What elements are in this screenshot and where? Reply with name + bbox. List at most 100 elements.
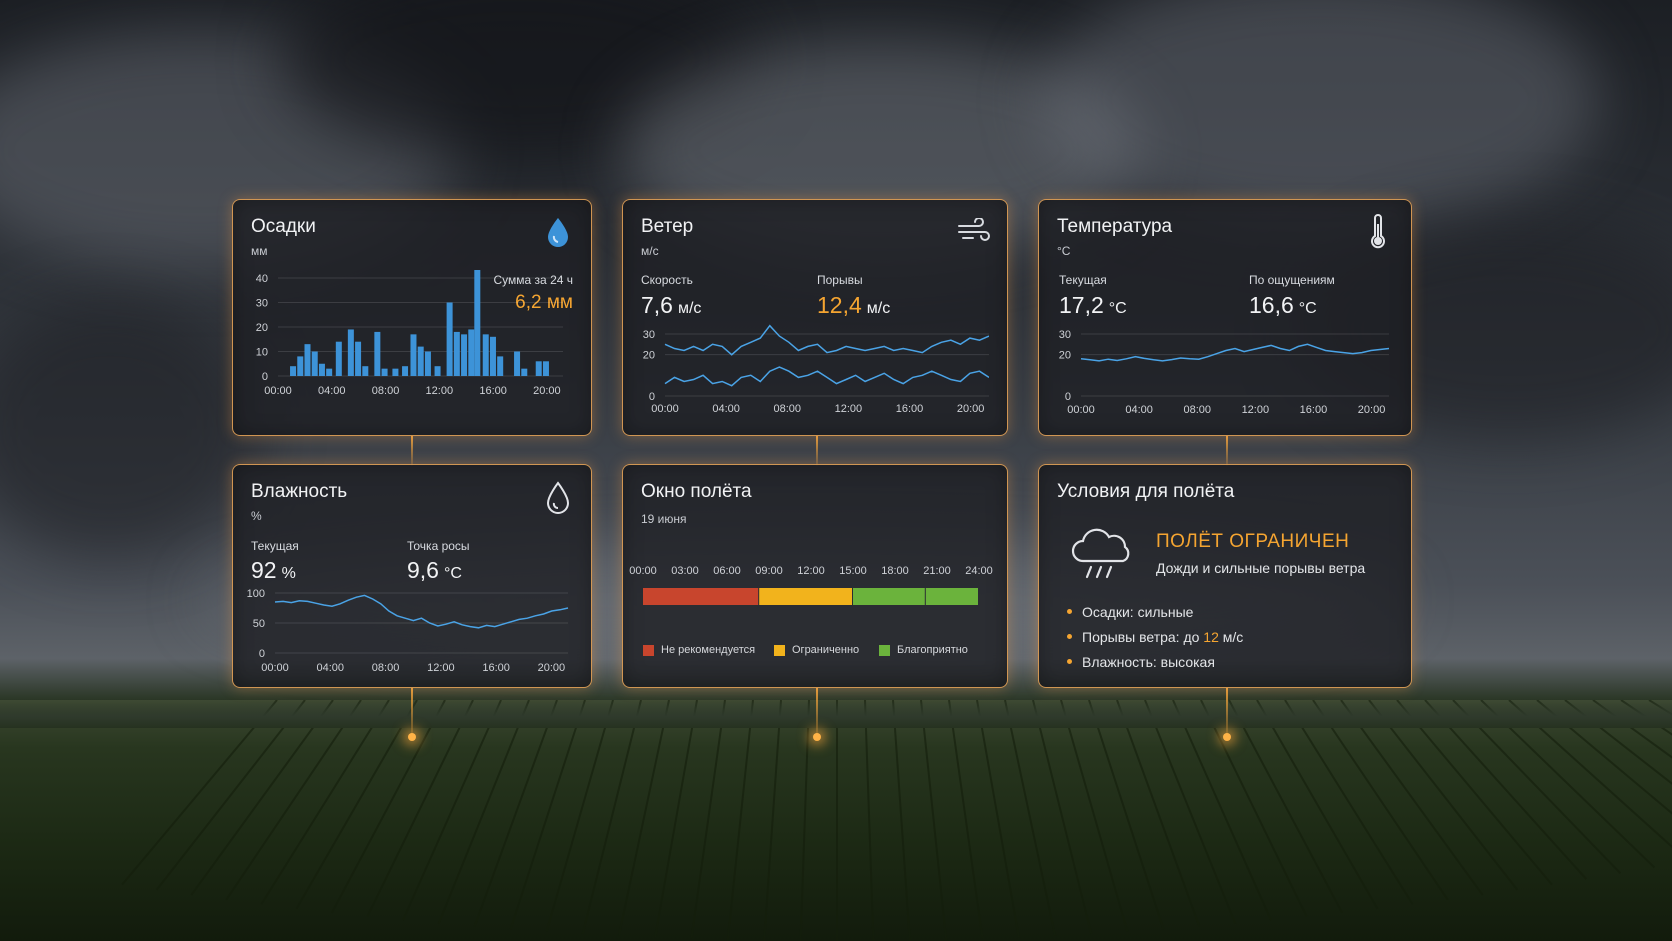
precipitation-chart: 40 30 20 10 0 00:00 04:00 08:00 12:00 16:00 20:00: [256, 270, 563, 397]
crop-row: [920, 700, 948, 940]
precipitation-card[interactable]: Осадки мм Сумма за 24 ч 6,2 мм 40 30 20 10 0…: [232, 199, 592, 436]
card-unit: м/с: [641, 244, 659, 258]
precip-bar: [453, 331, 460, 376]
precip-bar: [381, 368, 388, 376]
precip-bar: [489, 336, 496, 376]
flight-conditions-card[interactable]: Условия для полёта ПОЛЁТ ОГРАНИЧЕН Дожди…: [1038, 464, 1412, 688]
y-tick-label: 30: [256, 298, 268, 310]
temperature-card[interactable]: Температура °C Текущая 17,2 °C По ощущени…: [1038, 199, 1412, 436]
crop-row: [1312, 700, 1449, 901]
precip-bar: [326, 368, 333, 376]
beam: [816, 436, 818, 466]
beam-glow: [1223, 733, 1231, 741]
x-tick-label: 00:00: [1067, 404, 1095, 416]
precip-bar: [374, 331, 381, 376]
precip-bar: [468, 329, 475, 376]
x-tick-label: 15:00: [839, 565, 867, 577]
wind-card[interactable]: Ветер м/с Скорость 7,6 м/с Порывы 12,4 м/с…: [622, 199, 1008, 436]
x-tick-label: 00:00: [261, 662, 289, 674]
y-tick-label: 0: [1065, 391, 1071, 403]
precip-bar: [521, 368, 528, 376]
precip-bar: [542, 361, 549, 376]
precip-bar: [424, 351, 431, 376]
x-tick-label: 18:00: [881, 565, 909, 577]
crop-row: [1256, 700, 1379, 910]
beam-glow: [813, 733, 821, 741]
flight-window-segment: [759, 588, 852, 605]
card-title: Условия для полёта: [1057, 481, 1235, 502]
precip-bar: [304, 344, 311, 376]
flight-status: ПОЛЁТ ОГРАНИЧЕН: [1156, 531, 1350, 552]
crop-row: [545, 700, 614, 932]
precip-bar: [497, 356, 504, 376]
x-tick-label: 04:00: [1125, 404, 1153, 416]
x-tick-label: 04:00: [712, 403, 740, 415]
card-unit: мм: [251, 244, 268, 258]
crop-row: [190, 700, 334, 896]
precip-bar: [535, 361, 542, 376]
humidity-card[interactable]: Влажность % Текущая 92% Точка росы 9,6 °C…: [232, 464, 592, 688]
x-tick-label: 16:00: [482, 662, 510, 674]
x-tick-label: 12:00: [835, 403, 863, 415]
precip-bar: [347, 329, 354, 376]
crop-row: [581, 700, 642, 935]
x-tick-label: 20:00: [1358, 404, 1386, 416]
beam-glow: [408, 733, 416, 741]
precip-bar: [410, 334, 417, 376]
water-drop-icon: [545, 216, 571, 253]
series-line-humidity: [274, 594, 569, 629]
flight-window-chart: 00:00 03:00 06:00 09:00 12:00 15:00 18:00 21:00…: [629, 565, 993, 605]
y-tick-label: 30: [1059, 329, 1071, 341]
x-tick-label: 04:00: [318, 385, 346, 397]
y-tick-label: 100: [247, 588, 265, 600]
crop-row: [690, 700, 726, 939]
flight-date: 19 июня: [641, 512, 687, 526]
crop-row: [1032, 700, 1093, 935]
humidity-drop-icon: [545, 481, 571, 520]
crop-row: [366, 700, 474, 918]
precip-bar: [392, 368, 399, 376]
y-tick-label: 0: [259, 648, 265, 660]
precip-bar: [482, 334, 489, 376]
x-tick-label: 00:00: [629, 565, 657, 577]
x-tick-label: 21:00: [923, 565, 951, 577]
y-tick-label: 0: [262, 371, 268, 383]
precip-bar: [514, 351, 521, 376]
dew-point-label: Точка росы: [407, 539, 470, 553]
speed-label: Скорость: [641, 273, 693, 287]
x-tick-label: 06:00: [713, 565, 741, 577]
precip-bar: [335, 341, 342, 376]
crop-row: [509, 700, 586, 930]
flight-window-segment: [853, 588, 925, 605]
crop-row: [892, 700, 911, 941]
card-title: Ветер: [641, 216, 694, 237]
precip-bar: [474, 270, 481, 376]
y-tick-label: 0: [649, 391, 655, 403]
precip-bar: [402, 366, 409, 376]
x-tick-label: 00:00: [651, 403, 679, 415]
crop-row: [726, 700, 754, 940]
x-tick-label: 12:00: [427, 662, 455, 674]
flight-window-segment: [925, 588, 978, 605]
condition-wind-gusts: Порывы ветра: до 12 м/с: [1067, 629, 1243, 645]
crop-row: [1368, 700, 1519, 891]
flight-window-card[interactable]: Окно полёта 19 июня 00:00 03:00 06:00 09:00…: [622, 464, 1008, 688]
x-tick-label: 12:00: [426, 385, 454, 397]
precip-bar: [446, 302, 453, 376]
crop-row: [1088, 700, 1165, 930]
speed-value: 7,6 м/с: [641, 292, 702, 318]
crop-row: [295, 700, 418, 910]
crop-row: [155, 700, 306, 891]
precip-bar: [362, 366, 369, 376]
current-label: Текущая: [251, 539, 299, 553]
x-tick-label: 12:00: [797, 565, 825, 577]
precip-bar: [417, 346, 424, 376]
crop-row: [225, 700, 362, 901]
feels-like-label: По ощущениям: [1249, 273, 1335, 287]
series-line-gusts: [664, 324, 989, 356]
current-label: Текущая: [1059, 273, 1107, 287]
x-tick-label: 08:00: [1183, 404, 1211, 416]
current-value: 92%: [251, 557, 296, 583]
crop-field: [0, 700, 1672, 941]
feels-like-value: 16,6 °C: [1249, 292, 1317, 318]
